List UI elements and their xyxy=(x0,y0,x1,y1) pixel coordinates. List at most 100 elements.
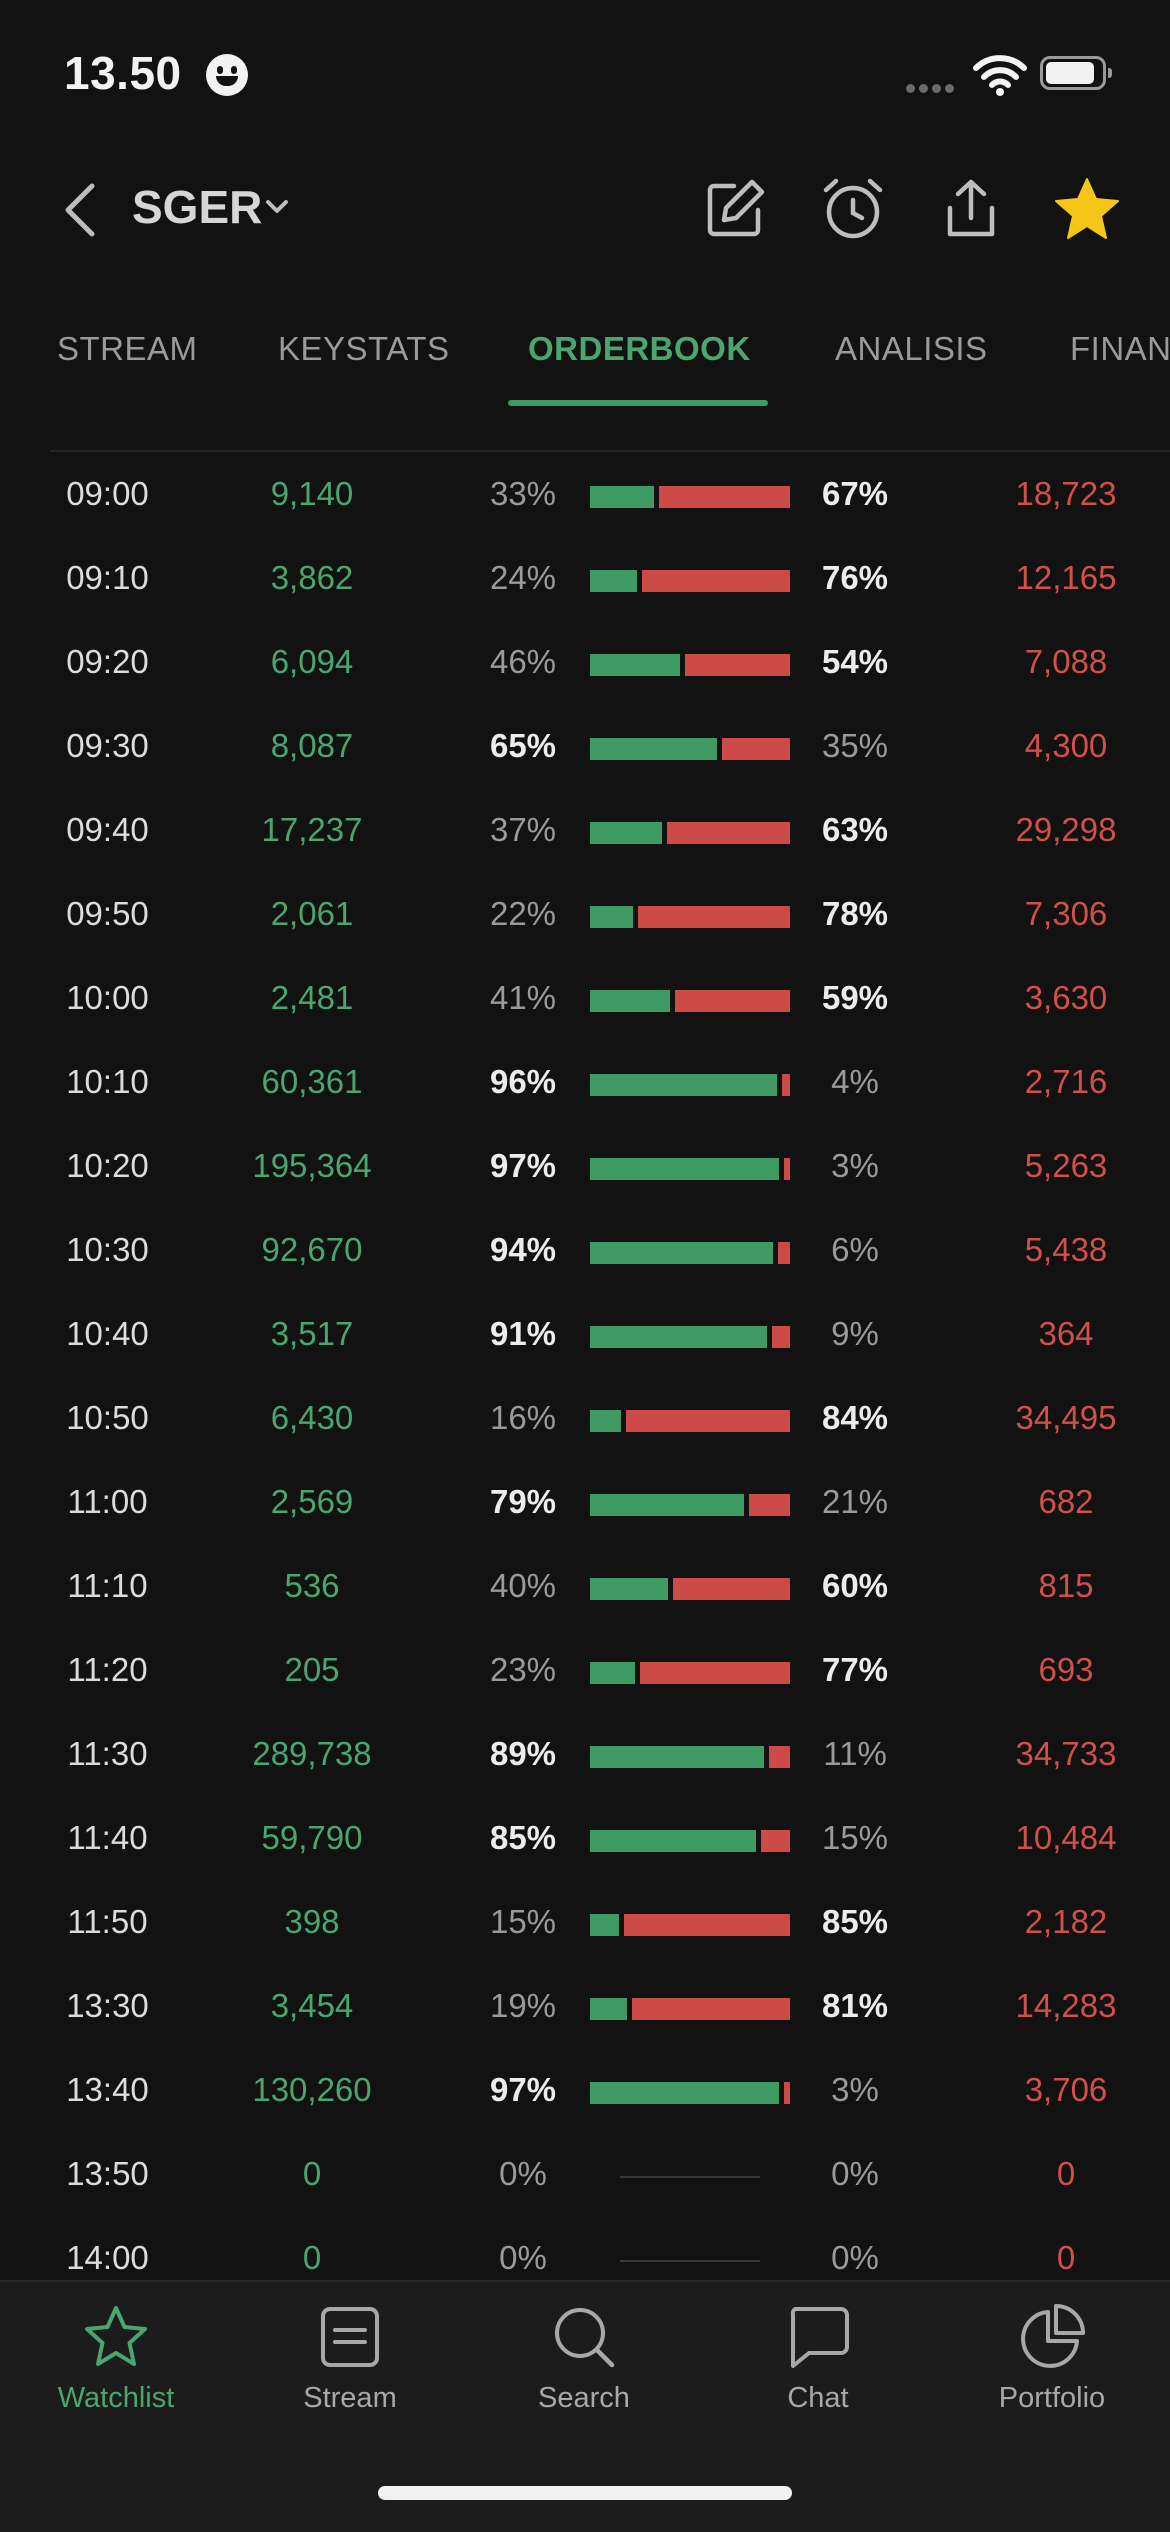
buy-volume: 398 xyxy=(284,1903,340,1940)
sell-bar xyxy=(761,1830,790,1852)
buy-sell-ratio-bar xyxy=(590,822,790,844)
buy-sell-ratio-bar xyxy=(590,2082,790,2104)
orderbook-row: 09:00 9,140 33% 67% 18,723 xyxy=(0,452,1170,536)
sell-percent: 21% xyxy=(821,1483,889,1520)
buy-volume: 9,140 xyxy=(270,475,354,512)
buy-sell-ratio-bar xyxy=(590,1410,790,1432)
row-time: 10:50 xyxy=(66,1399,149,1436)
sell-percent: 81% xyxy=(821,1987,889,2024)
orderbook-row: 11:40 59,790 85% 15% 10,484 xyxy=(0,1796,1170,1880)
share-icon[interactable] xyxy=(936,174,1006,244)
nav-chat[interactable]: Chat xyxy=(718,2302,918,2415)
edit-note-icon[interactable] xyxy=(700,174,770,244)
sell-bar xyxy=(659,486,790,508)
tab-stream[interactable]: STREAM xyxy=(57,330,198,367)
buy-percent: 40% xyxy=(489,1567,557,1604)
row-time: 09:10 xyxy=(66,559,149,596)
orderbook-row: 13:30 3,454 19% 81% 14,283 xyxy=(0,1964,1170,2048)
buy-bar xyxy=(590,738,717,760)
back-chevron-icon[interactable] xyxy=(56,180,106,240)
home-indicator xyxy=(378,2486,792,2500)
signal-dots-icon xyxy=(906,80,958,98)
row-time: 10:20 xyxy=(66,1147,149,1184)
orderbook-row: 11:30 289,738 89% 11% 34,733 xyxy=(0,1712,1170,1796)
tab-keystats[interactable]: KEYSTATS xyxy=(278,330,450,367)
buy-sell-ratio-bar xyxy=(590,654,790,676)
buy-volume: 2,481 xyxy=(270,979,354,1016)
buy-percent: 94% xyxy=(489,1231,557,1268)
buy-sell-ratio-bar xyxy=(590,1914,790,1936)
row-time: 11:00 xyxy=(67,1483,148,1520)
buy-percent: 23% xyxy=(489,1651,557,1688)
sell-percent: 0% xyxy=(831,2155,879,2192)
pie-chart-icon xyxy=(1021,2304,1085,2368)
buy-sell-ratio-bar xyxy=(590,1242,790,1264)
buy-percent: 46% xyxy=(489,643,557,680)
sell-bar xyxy=(624,1914,790,1936)
sell-volume: 693 xyxy=(1038,1651,1094,1688)
section-tabs: STREAM KEYSTATS ORDERBOOK ANALISIS FINAN xyxy=(0,300,1170,410)
buy-sell-ratio-bar xyxy=(590,1074,790,1096)
sell-volume: 5,263 xyxy=(1024,1147,1108,1184)
sell-bar xyxy=(626,1410,790,1432)
sell-bar xyxy=(638,906,790,928)
nav-label: Chat xyxy=(787,2382,849,2414)
sell-percent: 11% xyxy=(823,1735,887,1772)
nav-stream[interactable]: Stream xyxy=(250,2302,450,2415)
sell-percent: 63% xyxy=(821,811,889,848)
buy-volume: 3,454 xyxy=(270,1987,354,2024)
sell-volume: 2,716 xyxy=(1024,1063,1108,1100)
sell-bar xyxy=(784,1158,790,1180)
orderbook-row: 09:40 17,237 37% 63% 29,298 xyxy=(0,788,1170,872)
buy-percent: 19% xyxy=(489,1987,557,2024)
buy-bar xyxy=(590,1662,635,1684)
nav-watchlist[interactable]: Watchlist xyxy=(16,2302,216,2415)
nav-portfolio[interactable]: Portfolio xyxy=(952,2302,1152,2415)
sell-bar xyxy=(642,570,790,592)
sell-volume: 682 xyxy=(1038,1483,1094,1520)
sell-volume: 4,300 xyxy=(1024,727,1108,764)
buy-bar xyxy=(590,1494,744,1516)
buy-sell-ratio-bar xyxy=(590,1578,790,1600)
ticker-symbol[interactable]: SGER xyxy=(132,181,263,233)
tab-analisis[interactable]: ANALISIS xyxy=(835,330,988,367)
row-time: 09:40 xyxy=(66,811,149,848)
orderbook-row: 13:40 130,260 97% 3% 3,706 xyxy=(0,2048,1170,2132)
sell-bar xyxy=(749,1494,790,1516)
buy-percent: 65% xyxy=(489,727,557,764)
row-time: 09:20 xyxy=(66,643,149,680)
buy-percent: 89% xyxy=(489,1735,557,1772)
tab-financials[interactable]: FINAN xyxy=(1070,330,1170,367)
row-time: 10:10 xyxy=(66,1063,149,1100)
sell-percent: 60% xyxy=(821,1567,889,1604)
star-favorite-icon[interactable] xyxy=(1052,174,1122,244)
status-bar: 13.50 xyxy=(0,0,1170,150)
orderbook-list[interactable]: 09:00 9,140 33% 67% 18,723 09:10 3,862 24% 76% 12… xyxy=(0,452,1170,2280)
buy-bar xyxy=(590,1326,767,1348)
sell-volume: 34,733 xyxy=(1015,1735,1117,1772)
buy-percent: 33% xyxy=(489,475,557,512)
sell-volume: 5,438 xyxy=(1024,1231,1108,1268)
star-icon xyxy=(85,2306,147,2366)
tab-orderbook[interactable]: ORDERBOOK xyxy=(528,330,751,367)
chevron-down-icon[interactable] xyxy=(262,192,292,222)
sell-volume: 2,182 xyxy=(1024,1903,1108,1940)
buy-percent: 41% xyxy=(489,979,557,1016)
sell-volume: 7,088 xyxy=(1024,643,1108,680)
alarm-clock-icon[interactable] xyxy=(818,174,888,244)
buy-bar xyxy=(590,1998,627,2020)
row-time: 11:10 xyxy=(67,1567,148,1604)
sell-volume: 10,484 xyxy=(1015,1819,1117,1856)
nav-search[interactable]: Search xyxy=(484,2302,684,2415)
nav-label: Search xyxy=(538,2382,630,2414)
orderbook-row: 09:30 8,087 65% 35% 4,300 xyxy=(0,704,1170,788)
buy-volume: 92,670 xyxy=(261,1231,363,1268)
row-time: 11:40 xyxy=(67,1819,148,1856)
sell-percent: 54% xyxy=(821,643,889,680)
row-time: 09:00 xyxy=(66,475,149,512)
buy-percent: 96% xyxy=(489,1063,557,1100)
row-time: 13:50 xyxy=(66,2155,149,2192)
buy-sell-ratio-bar xyxy=(590,1494,790,1516)
nav-label: Stream xyxy=(303,2382,397,2414)
sell-bar xyxy=(632,1998,790,2020)
